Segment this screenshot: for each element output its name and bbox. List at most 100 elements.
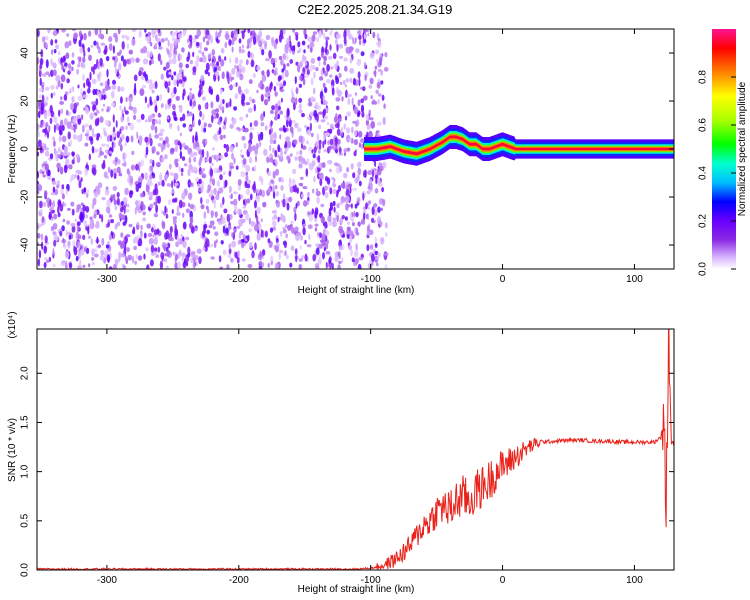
noise-blob xyxy=(99,82,104,87)
noise-blob xyxy=(317,56,321,62)
noise-blob xyxy=(300,176,304,180)
noise-blob xyxy=(135,57,140,63)
noise-blob xyxy=(206,150,209,159)
noise-blob xyxy=(151,89,155,94)
y-tick-label: 0.0 xyxy=(20,563,31,577)
noise-blob xyxy=(329,187,333,195)
noise-blob xyxy=(203,47,208,52)
noise-blob xyxy=(383,103,386,108)
noise-blob xyxy=(368,229,374,236)
noise-blob xyxy=(216,61,220,66)
noise-blob xyxy=(223,143,227,149)
noise-blob xyxy=(167,242,171,249)
noise-blob xyxy=(132,226,136,235)
noise-blob xyxy=(270,81,273,90)
noise-blob xyxy=(144,172,148,181)
noise-blob xyxy=(116,131,121,139)
noise-blob xyxy=(41,216,45,223)
noise-blob xyxy=(61,225,65,232)
noise-blob xyxy=(158,132,163,137)
noise-blob xyxy=(298,263,303,269)
noise-blob xyxy=(343,37,347,44)
noise-blob xyxy=(377,98,380,105)
noise-blob xyxy=(118,173,123,177)
noise-blob xyxy=(244,181,248,189)
noise-blob xyxy=(218,127,222,135)
noise-blob xyxy=(209,168,213,177)
noise-blob xyxy=(85,214,88,219)
noise-blob xyxy=(158,41,162,47)
noise-blob xyxy=(164,154,168,160)
noise-blob xyxy=(87,263,91,268)
noise-blob xyxy=(363,38,367,44)
noise-blob xyxy=(238,45,242,54)
noise-blob xyxy=(101,197,106,201)
noise-blob xyxy=(318,144,322,150)
noise-blob xyxy=(266,69,270,78)
noise-blob xyxy=(103,154,108,159)
noise-blob xyxy=(139,230,143,235)
noise-blob xyxy=(321,236,326,241)
noise-blob xyxy=(133,236,138,244)
noise-blob xyxy=(325,250,331,255)
noise-blob xyxy=(118,62,122,71)
noise-blob xyxy=(151,227,154,233)
noise-blob xyxy=(57,167,60,173)
noise-blob xyxy=(148,237,154,245)
noise-blob xyxy=(69,139,73,147)
noise-blob xyxy=(120,96,123,104)
noise-blob xyxy=(196,29,202,37)
noise-blob xyxy=(101,94,104,100)
noise-blob xyxy=(332,217,336,222)
noise-blob xyxy=(295,255,298,263)
noise-blob xyxy=(107,221,110,228)
noise-blob xyxy=(172,251,175,256)
noise-blob xyxy=(256,34,261,43)
noise-blob xyxy=(316,36,319,43)
noise-blob xyxy=(213,187,217,195)
noise-blob xyxy=(325,132,331,137)
noise-blob xyxy=(133,114,137,120)
noise-blob xyxy=(136,221,140,226)
noise-blob xyxy=(99,255,105,261)
noise-blob xyxy=(321,162,326,169)
noise-blob xyxy=(363,32,366,40)
noise-blob xyxy=(341,256,344,264)
noise-blob xyxy=(70,174,76,181)
noise-blob xyxy=(56,184,59,189)
noise-blob xyxy=(316,247,320,255)
noise-blob xyxy=(94,29,99,36)
noise-blob xyxy=(374,242,378,248)
noise-blob xyxy=(373,171,377,175)
noise-blob xyxy=(225,102,229,109)
noise-blob xyxy=(233,83,237,87)
noise-blob xyxy=(354,37,357,43)
noise-blob xyxy=(351,222,355,227)
noise-blob xyxy=(282,193,286,200)
noise-blob xyxy=(248,79,253,85)
noise-blob xyxy=(175,95,180,101)
noise-blob xyxy=(241,66,246,74)
noise-blob xyxy=(219,174,223,181)
noise-blob xyxy=(311,160,316,167)
noise-blob xyxy=(251,98,255,104)
noise-blob xyxy=(107,166,111,174)
noise-blob xyxy=(140,75,145,81)
noise-blob xyxy=(290,97,296,104)
noise-blob xyxy=(101,108,104,112)
noise-blob xyxy=(338,72,342,78)
noise-blob xyxy=(274,262,280,269)
noise-blob xyxy=(376,168,382,176)
noise-blob xyxy=(302,186,308,190)
noise-blob xyxy=(215,30,218,39)
noise-blob xyxy=(167,81,171,87)
noise-blob xyxy=(92,104,95,112)
noise-blob xyxy=(349,212,353,221)
noise-blob xyxy=(147,31,152,37)
noise-blob xyxy=(317,155,321,163)
noise-blob xyxy=(273,132,277,140)
noise-blob xyxy=(246,198,251,204)
noise-blob xyxy=(58,147,61,152)
noise-blob xyxy=(339,81,343,85)
noise-blob xyxy=(91,128,95,136)
